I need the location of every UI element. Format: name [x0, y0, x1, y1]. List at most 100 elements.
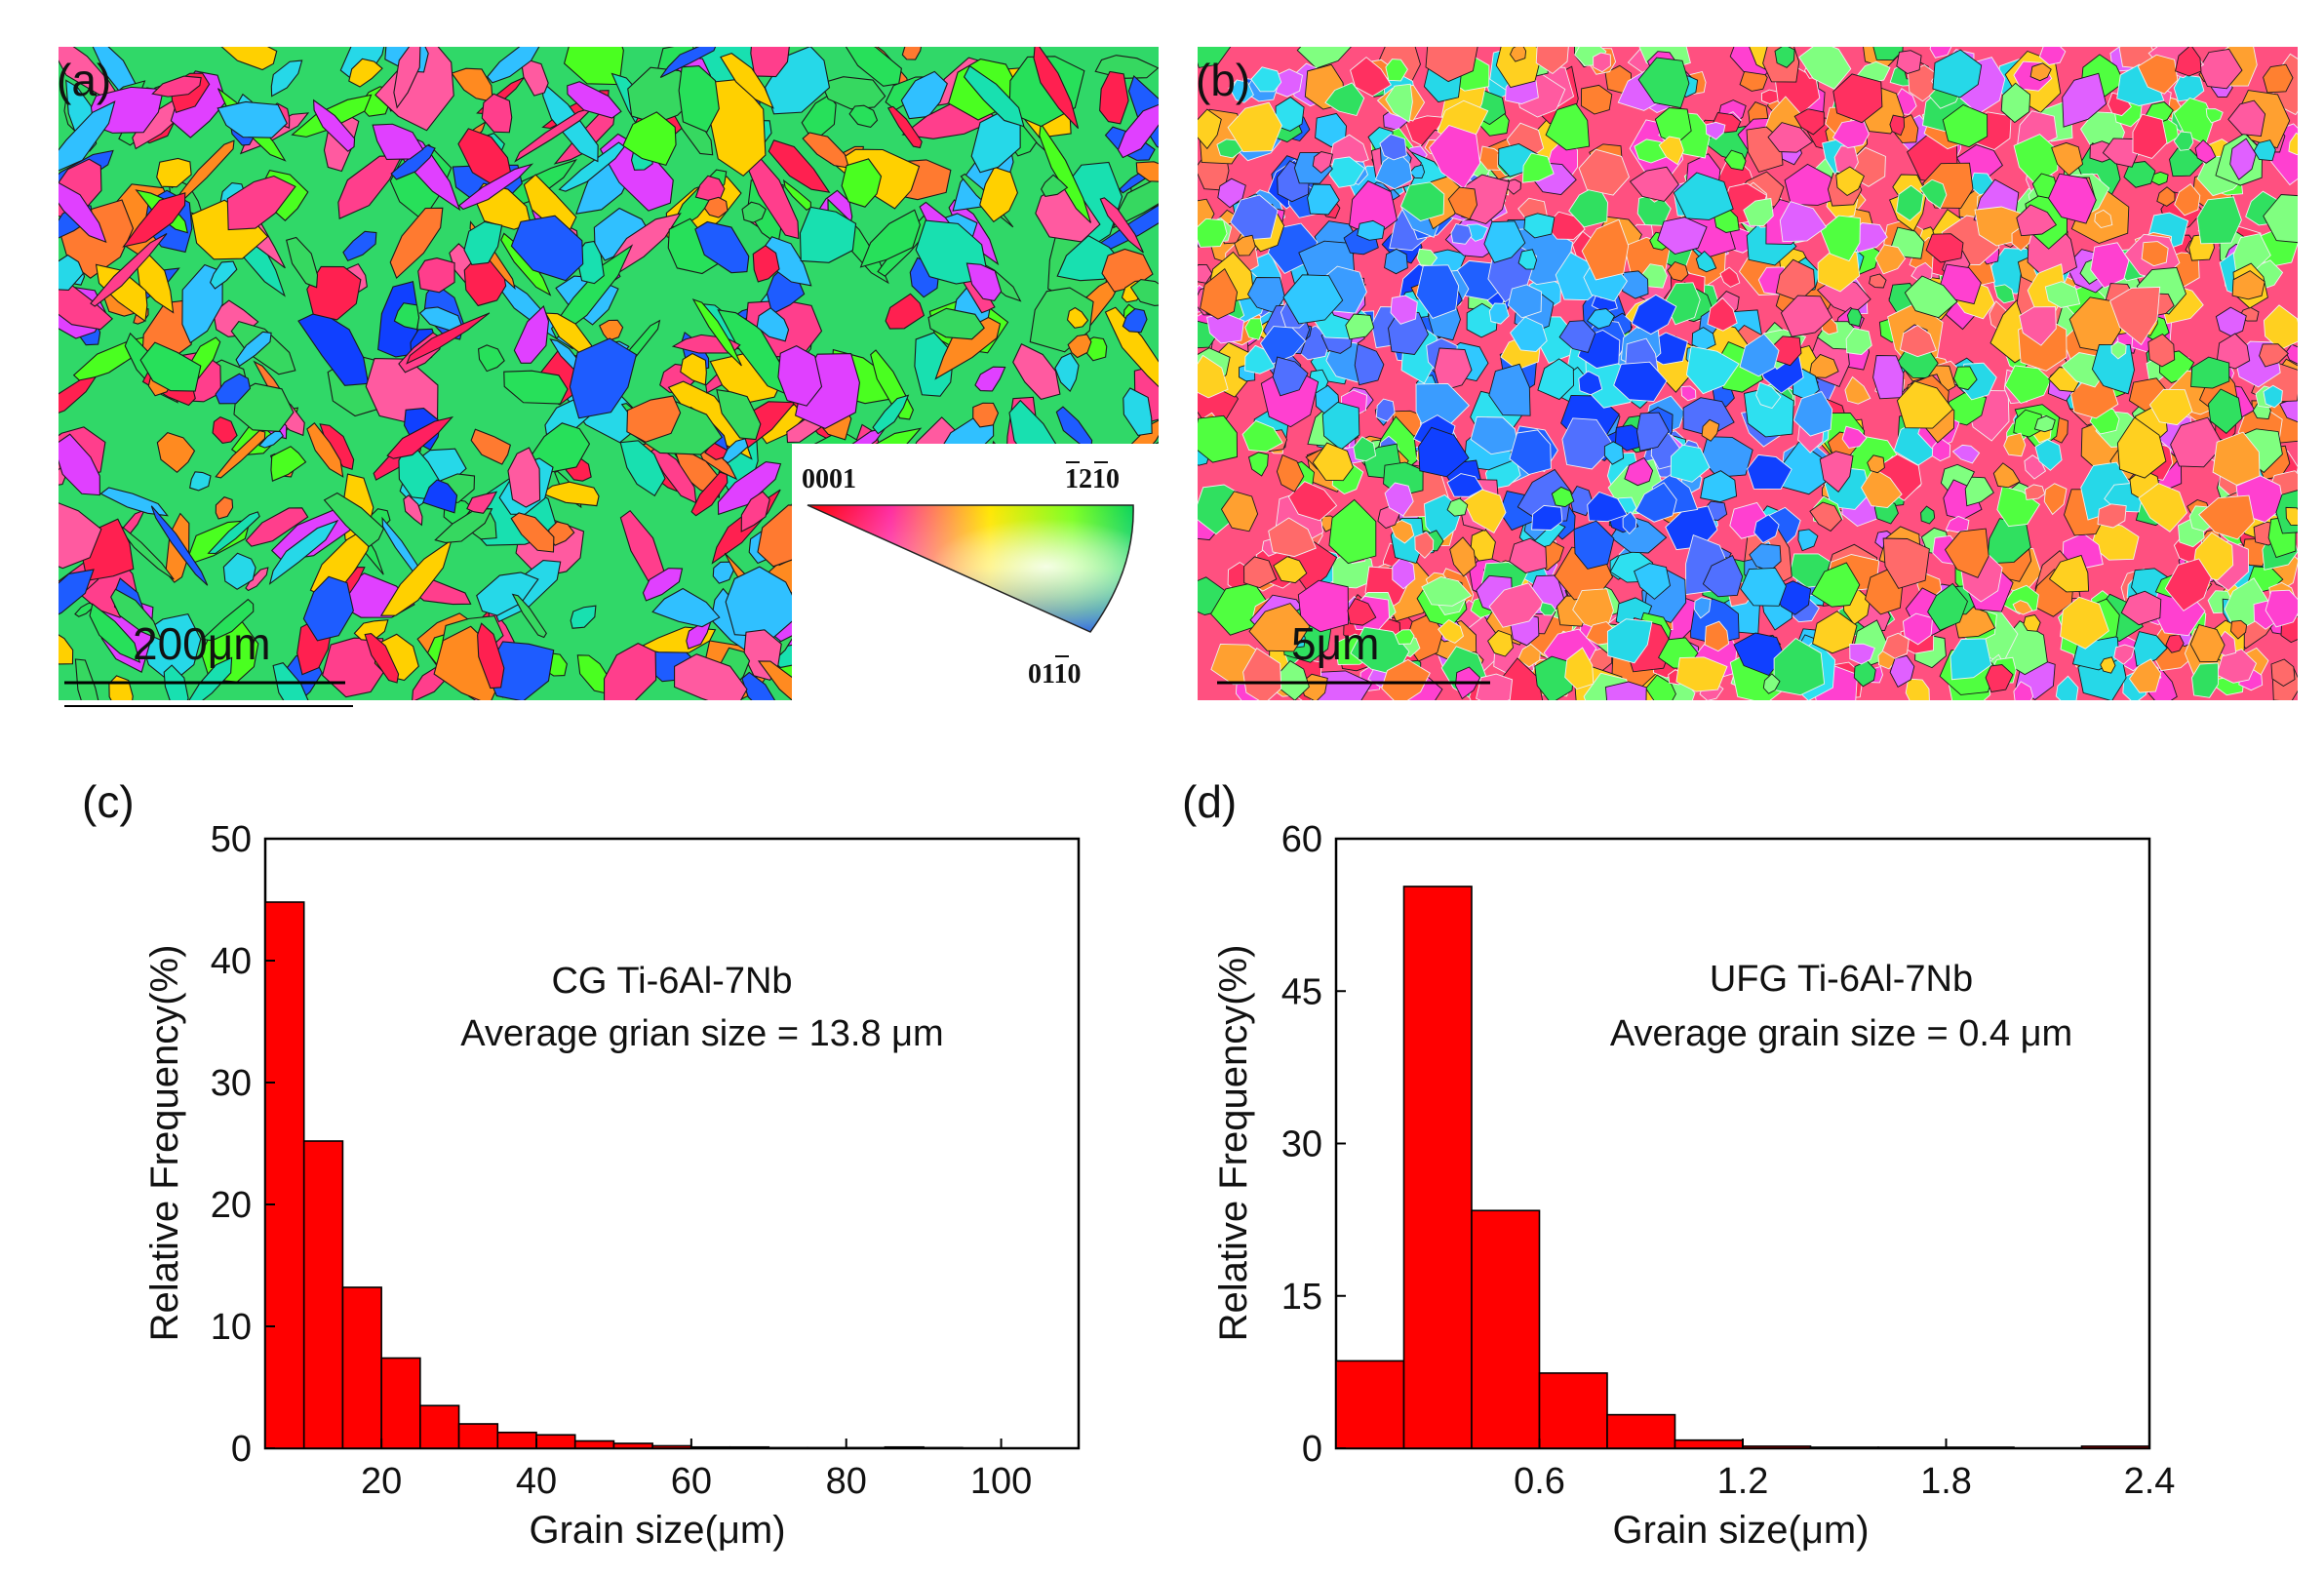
grain [122, 192, 186, 248]
grain [151, 75, 202, 98]
grain [741, 671, 776, 700]
grain [1259, 326, 1307, 365]
grain [2048, 554, 2090, 593]
grain [1739, 333, 1780, 377]
grain [1312, 442, 1354, 482]
grain [1200, 268, 1239, 320]
grain [1797, 529, 1819, 552]
grain [59, 498, 102, 570]
grain [1872, 47, 1904, 61]
grain [1379, 134, 1407, 161]
y-tick-label: 50 [211, 819, 252, 860]
grain [511, 593, 547, 639]
grain [2229, 138, 2257, 180]
grain [1675, 656, 1728, 692]
grain [1328, 498, 1377, 565]
grain [207, 511, 260, 555]
grain [1704, 620, 1730, 652]
plot-frame-c [263, 837, 1081, 1450]
grain [2265, 589, 2298, 628]
grain [901, 47, 923, 60]
grain [927, 307, 985, 340]
grain [2174, 182, 2201, 217]
bar-c-3 [380, 1357, 421, 1449]
grain [1275, 97, 1305, 132]
grain [1449, 536, 1477, 577]
grain [1488, 363, 1531, 416]
grain [372, 123, 424, 161]
grain [59, 569, 95, 624]
grain [965, 262, 1003, 302]
grain [1743, 197, 1774, 227]
grain [1707, 296, 1738, 332]
x-ticks-d: 0.6 1.2 1.8 2.4 [1514, 1439, 2175, 1502]
grain [1993, 284, 2016, 304]
grain [2016, 204, 2058, 237]
grain [1268, 517, 1317, 558]
grain [1476, 673, 1514, 700]
grain [1470, 415, 1519, 455]
grain [1992, 462, 2021, 489]
grain [740, 491, 770, 532]
grain [1123, 387, 1153, 437]
grain [1682, 397, 1735, 437]
grain [1399, 181, 1445, 221]
grain [463, 220, 503, 265]
grain [1273, 556, 1308, 584]
grain [2109, 286, 2161, 346]
grain [2068, 296, 2121, 353]
grain [1657, 217, 1708, 255]
grain [1198, 264, 1213, 284]
y-tick-label: 30 [211, 1063, 252, 1104]
grain [1535, 47, 1569, 75]
grain [1470, 529, 1496, 562]
grain [1920, 505, 1936, 525]
grain [1945, 515, 1970, 532]
grain [1927, 582, 1969, 631]
grain [1039, 122, 1092, 223]
grain [2013, 681, 2034, 700]
scale-bar-b-label: 5μm [1291, 618, 1379, 669]
grain [268, 519, 339, 585]
ebsd-map-b: 5μm (b) [1196, 47, 2298, 700]
grain [717, 460, 782, 516]
grain [1664, 282, 1701, 326]
grain [1390, 295, 1418, 325]
grain [782, 178, 811, 211]
grain [703, 196, 729, 218]
grain [1808, 353, 1839, 378]
grain [1307, 183, 1340, 216]
grain [2253, 139, 2276, 162]
grain [215, 429, 266, 479]
grain [1586, 308, 1615, 330]
grain [514, 106, 594, 163]
grain [1636, 412, 1670, 452]
x-tick-label: 1.2 [1717, 1461, 1769, 1502]
grain [2259, 343, 2289, 368]
grain [1747, 453, 1792, 491]
x-ticks-c: 20 40 60 80 100 [361, 1439, 1032, 1502]
grain [209, 260, 238, 290]
grain [2231, 270, 2265, 300]
grain [1832, 73, 1883, 124]
grain [1929, 47, 1952, 59]
grain [1227, 101, 1282, 153]
grain [1353, 436, 1377, 462]
grain [1247, 452, 1269, 477]
grain [2120, 590, 2162, 626]
bar-c-11 [690, 1445, 731, 1449]
grain [386, 415, 454, 459]
grain [272, 662, 319, 700]
grain [403, 494, 423, 527]
grain [1135, 161, 1159, 183]
grain [1241, 419, 1283, 453]
grain [1488, 582, 1545, 628]
grain [481, 93, 513, 134]
grain [1033, 47, 1080, 130]
grain [1523, 213, 1556, 239]
grain [59, 47, 129, 110]
grain [1385, 83, 1413, 124]
grain [348, 58, 383, 88]
grain [1950, 638, 1992, 681]
grain [233, 382, 295, 433]
